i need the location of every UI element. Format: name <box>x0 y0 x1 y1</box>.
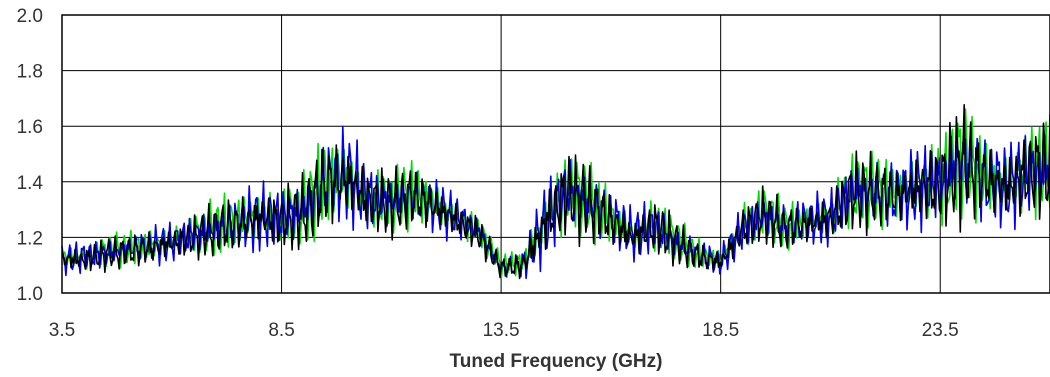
plot-frame <box>61 14 1050 294</box>
x-tick-label: 18.5 <box>702 320 739 341</box>
plot-area <box>62 15 1050 293</box>
x-tick-label: 8.5 <box>268 320 294 341</box>
x-tick-labels: 3.5 8.5 13.5 18.5 23.5 <box>49 320 959 341</box>
y-tick-label: 1.2 <box>17 228 43 249</box>
x-tick-label: 23.5 <box>922 320 959 341</box>
series-layer <box>61 104 1050 280</box>
series-line-3 <box>61 104 1050 280</box>
y-tick-label: 1.0 <box>17 284 43 305</box>
y-tick-label: 1.4 <box>17 173 44 194</box>
y-tick-label: 1.6 <box>17 117 43 138</box>
x-axis-title: Tuned Frequency (GHz) <box>450 351 663 372</box>
y-tick-labels: 1.0 1.2 1.4 1.6 1.8 2.0 <box>17 6 44 305</box>
x-tick-label: 13.5 <box>483 320 520 341</box>
x-tick-label: 3.5 <box>49 320 75 341</box>
y-tick-label: 1.8 <box>17 62 43 83</box>
y-tick-label: 2.0 <box>17 6 43 27</box>
